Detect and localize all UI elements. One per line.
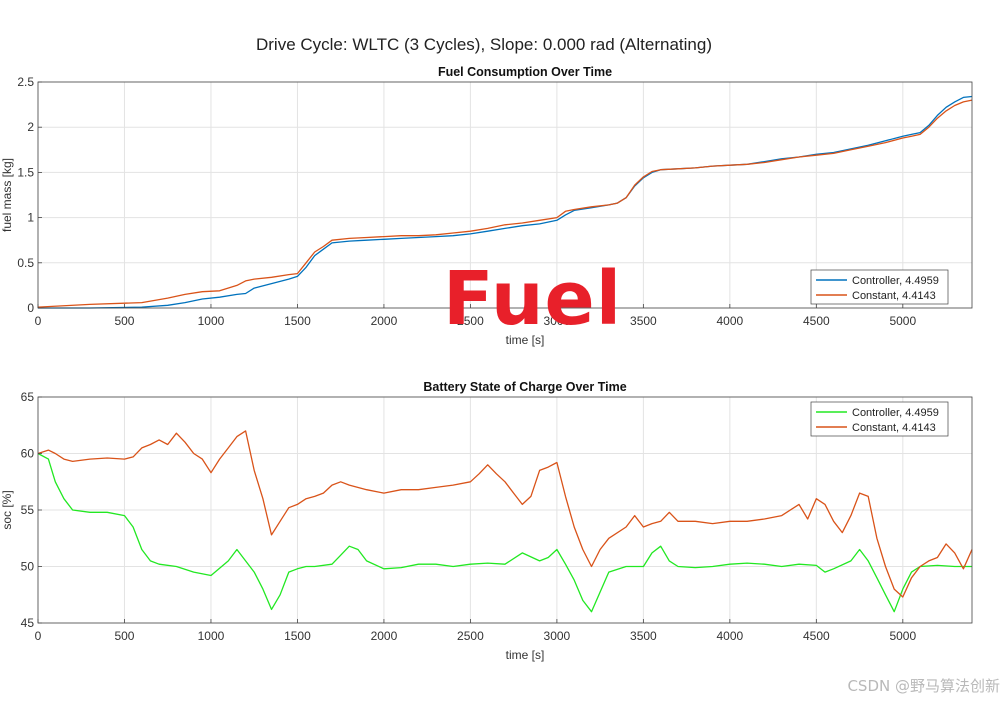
x-tick-label: 4500: [803, 629, 830, 643]
y-tick-label: 50: [21, 560, 35, 574]
x-tick-label: 4000: [717, 629, 744, 643]
legend-entry-label: Constant, 4.4143: [852, 422, 936, 434]
legend-entry-label: Constant, 4.4143: [852, 290, 936, 302]
y-axis-label: soc [%]: [0, 490, 14, 529]
x-tick-label: 1500: [284, 314, 311, 328]
legend-entry-label: Controller, 4.4959: [852, 275, 939, 287]
x-tick-label: 3500: [630, 629, 657, 643]
x-tick-label: 2000: [371, 629, 398, 643]
x-tick-label: 500: [114, 314, 134, 328]
y-axis-label: fuel mass [kg]: [0, 158, 14, 232]
x-tick-label: 0: [35, 629, 42, 643]
axes-frame: [37, 81, 973, 309]
x-tick-label: 1500: [284, 629, 311, 643]
axes-title: Fuel Consumption Over Time: [438, 65, 612, 79]
y-tick-label: 0: [27, 301, 34, 315]
y-tick-label: 65: [21, 390, 35, 404]
y-tick-label: 2.5: [17, 75, 34, 89]
battery-soc-axes: 0 500 1000 1500 2000 2500 3000 3500 4000 4500 5000…: [0, 380, 973, 662]
fuel-consumption-axes: 0 500 1000 1500 2000 2500 3000 3500 4000 4500 5000…: [0, 65, 973, 347]
y-tick-label: 60: [21, 447, 35, 461]
series-line-constant: [37, 99, 973, 308]
legend-box: [810, 401, 949, 437]
x-tick-label: 2000: [371, 314, 398, 328]
fuel-overlay-text: Fuel: [443, 256, 623, 342]
y-tick-label: 1: [27, 211, 34, 225]
x-tick-label: 3000: [544, 314, 571, 328]
x-tick-label: 5000: [889, 629, 916, 643]
y-tick-label: 55: [21, 503, 35, 517]
y-tick-label: 45: [21, 616, 35, 630]
figure-suptitle: Drive Cycle: WLTC (3 Cycles), Slope: 0.0…: [256, 35, 712, 54]
x-tick-label: 0: [35, 314, 42, 328]
x-tick-label: 500: [114, 629, 134, 643]
x-tick-label: 4500: [803, 314, 830, 328]
x-tick-label: 1000: [198, 629, 225, 643]
y-tick-label: 2: [27, 120, 34, 134]
x-axis-label: time [s]: [506, 648, 545, 662]
y-tick-label: 1.5: [17, 165, 34, 179]
x-tick-label: 2500: [457, 314, 484, 328]
csdn-watermark: CSDN @野马算法创新: [847, 677, 1000, 695]
x-tick-label: 4000: [717, 314, 744, 328]
x-tick-label: 1000: [198, 314, 225, 328]
series-line-constant: [37, 430, 973, 598]
legend-entry-label: Controller, 4.4959: [852, 407, 939, 419]
y-tick-label: 0.5: [17, 256, 34, 270]
axes-title: Battery State of Charge Over Time: [423, 380, 626, 394]
series-line-controller: [37, 452, 972, 613]
x-tick-label: 3500: [630, 314, 657, 328]
x-axis-label: time [s]: [506, 333, 545, 347]
legend-box: [810, 269, 949, 305]
series-line-controller: [38, 95, 973, 309]
x-tick-label: 2500: [457, 629, 484, 643]
x-tick-label: 5000: [889, 314, 916, 328]
x-tick-label: 3000: [544, 629, 571, 643]
